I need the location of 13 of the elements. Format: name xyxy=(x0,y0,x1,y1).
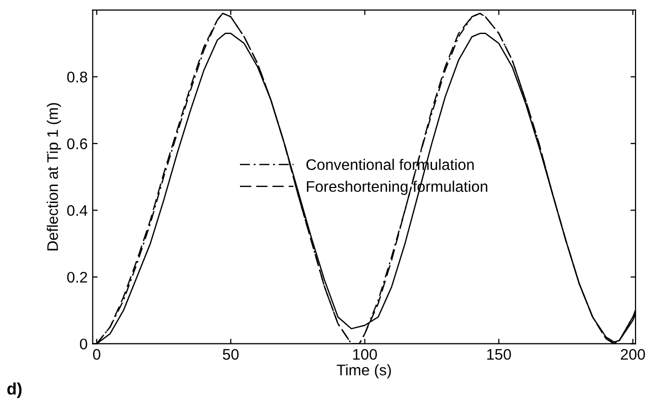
x-tick-label: 50 xyxy=(222,348,239,360)
y-tick-label: 0 xyxy=(80,338,88,350)
x-axis-title: Time (s) xyxy=(336,364,391,378)
y-tick-label: 0.2 xyxy=(67,272,88,283)
y-tick-label: 0.4 xyxy=(67,205,88,216)
x-tick-label: 0 xyxy=(93,348,100,360)
y-axis-title: Deflection at Tip 1 (m) xyxy=(46,103,62,250)
x-tick-label: 100 xyxy=(353,348,377,360)
y-tick-label: 0.8 xyxy=(67,72,88,82)
text: d) xyxy=(7,382,22,398)
y-tick-label: 0.6 xyxy=(67,138,88,150)
x-tick-label: 150 xyxy=(487,348,511,360)
x-tick-label: 200 xyxy=(620,348,645,360)
